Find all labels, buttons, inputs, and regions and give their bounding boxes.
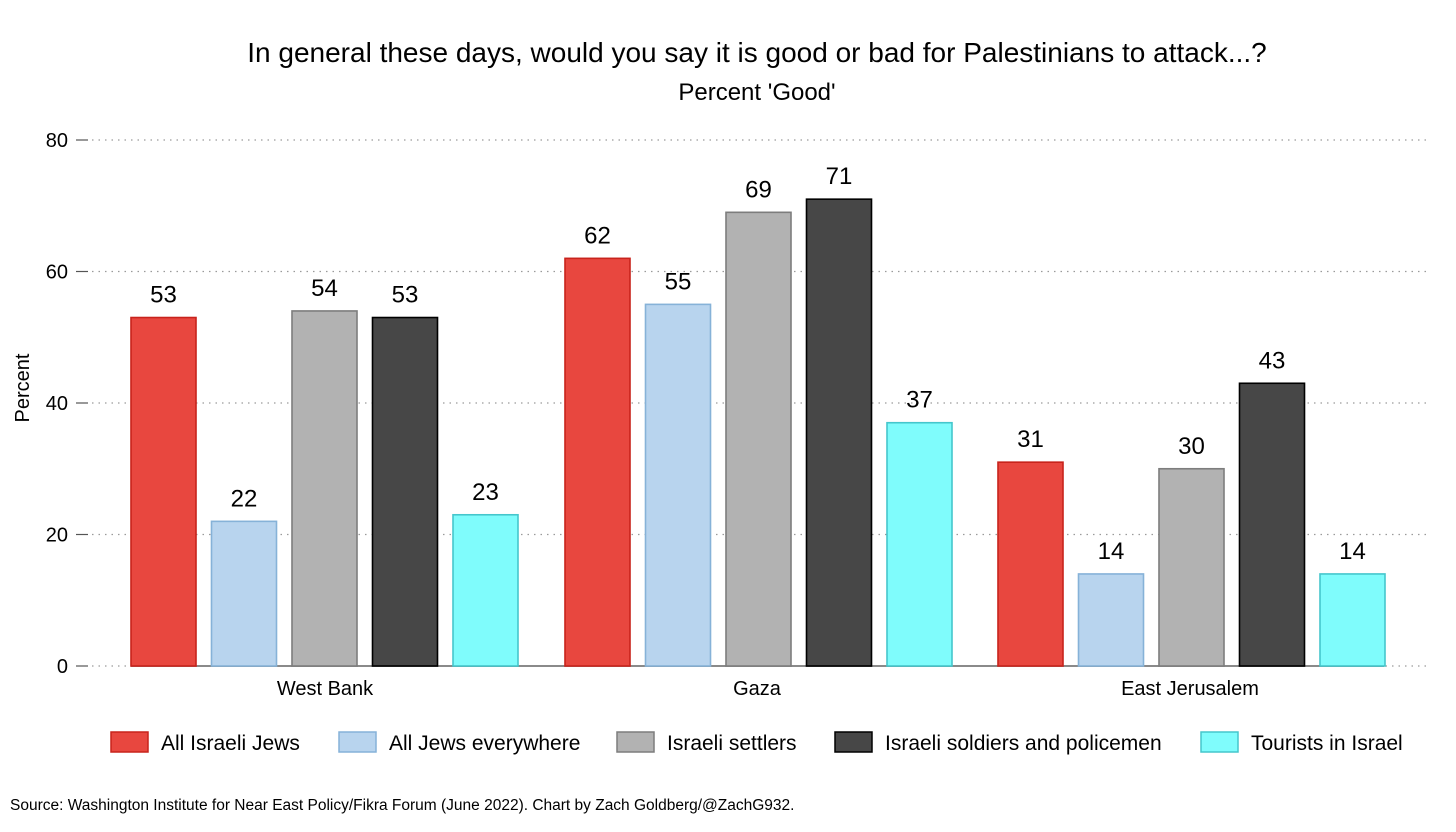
bar — [644, 303, 712, 667]
y-tick-label: 20 — [46, 525, 68, 547]
legend-swatch — [1200, 731, 1239, 753]
legend-label: Israeli settlers — [667, 732, 797, 755]
chart-title: In general these days, would you say it … — [247, 37, 1266, 68]
bar — [997, 461, 1064, 667]
data-label: 54 — [311, 275, 338, 302]
legend-swatch — [110, 731, 149, 753]
chart-subtitle: Percent 'Good' — [678, 79, 835, 106]
data-label: 55 — [665, 268, 692, 295]
bar — [1158, 467, 1225, 667]
data-label: 43 — [1259, 347, 1286, 374]
legend-label: All Jews everywhere — [389, 732, 580, 755]
legend: All Israeli Jews All Jews everywhere Israe… — [110, 731, 1403, 755]
data-label: 22 — [231, 485, 258, 512]
data-label: 23 — [472, 479, 499, 506]
data-label: 62 — [584, 222, 611, 249]
legend-label: Tourists in Israel — [1251, 732, 1403, 755]
data-label: 53 — [150, 282, 177, 309]
bar — [1077, 573, 1145, 667]
bar — [886, 421, 953, 667]
data-label: 37 — [906, 387, 933, 414]
data-label: 31 — [1017, 426, 1044, 453]
bar — [1238, 382, 1306, 667]
bar — [1319, 573, 1386, 667]
y-tick-label: 40 — [46, 393, 68, 415]
bar — [130, 316, 197, 667]
y-axis-ticks: 0 20 40 60 80 — [46, 130, 88, 678]
bar — [725, 211, 792, 667]
bar — [564, 257, 631, 667]
legend-label: All Israeli Jews — [161, 732, 300, 755]
y-tick-label: 80 — [46, 130, 68, 152]
bar — [452, 513, 519, 667]
data-label: 14 — [1339, 538, 1366, 565]
data-label: 53 — [392, 282, 419, 309]
source-note: Source: Washington Institute for Near Ea… — [10, 797, 795, 814]
data-label: 30 — [1178, 433, 1205, 460]
data-label: 69 — [745, 176, 772, 203]
legend-swatch — [834, 731, 873, 753]
data-label: 71 — [826, 163, 853, 190]
bar — [371, 316, 439, 667]
bars: 53 22 54 53 23 62 55 69 71 37 31 14 30 43 14 — [130, 163, 1386, 667]
category-label: East Jerusalem — [1121, 678, 1259, 700]
data-label: 14 — [1098, 538, 1125, 565]
bar — [291, 310, 358, 667]
legend-swatch — [338, 731, 377, 753]
legend-swatch — [616, 731, 655, 753]
category-label: West Bank — [277, 678, 374, 700]
category-label: Gaza — [733, 678, 782, 700]
bar — [210, 520, 278, 667]
y-tick-label: 0 — [57, 656, 68, 678]
category-labels: West Bank Gaza East Jerusalem — [277, 678, 1259, 700]
bar — [805, 198, 873, 667]
y-tick-label: 60 — [46, 262, 68, 284]
y-axis-label: Percent — [12, 353, 34, 422]
legend-label: Israeli soldiers and policemen — [885, 732, 1162, 755]
